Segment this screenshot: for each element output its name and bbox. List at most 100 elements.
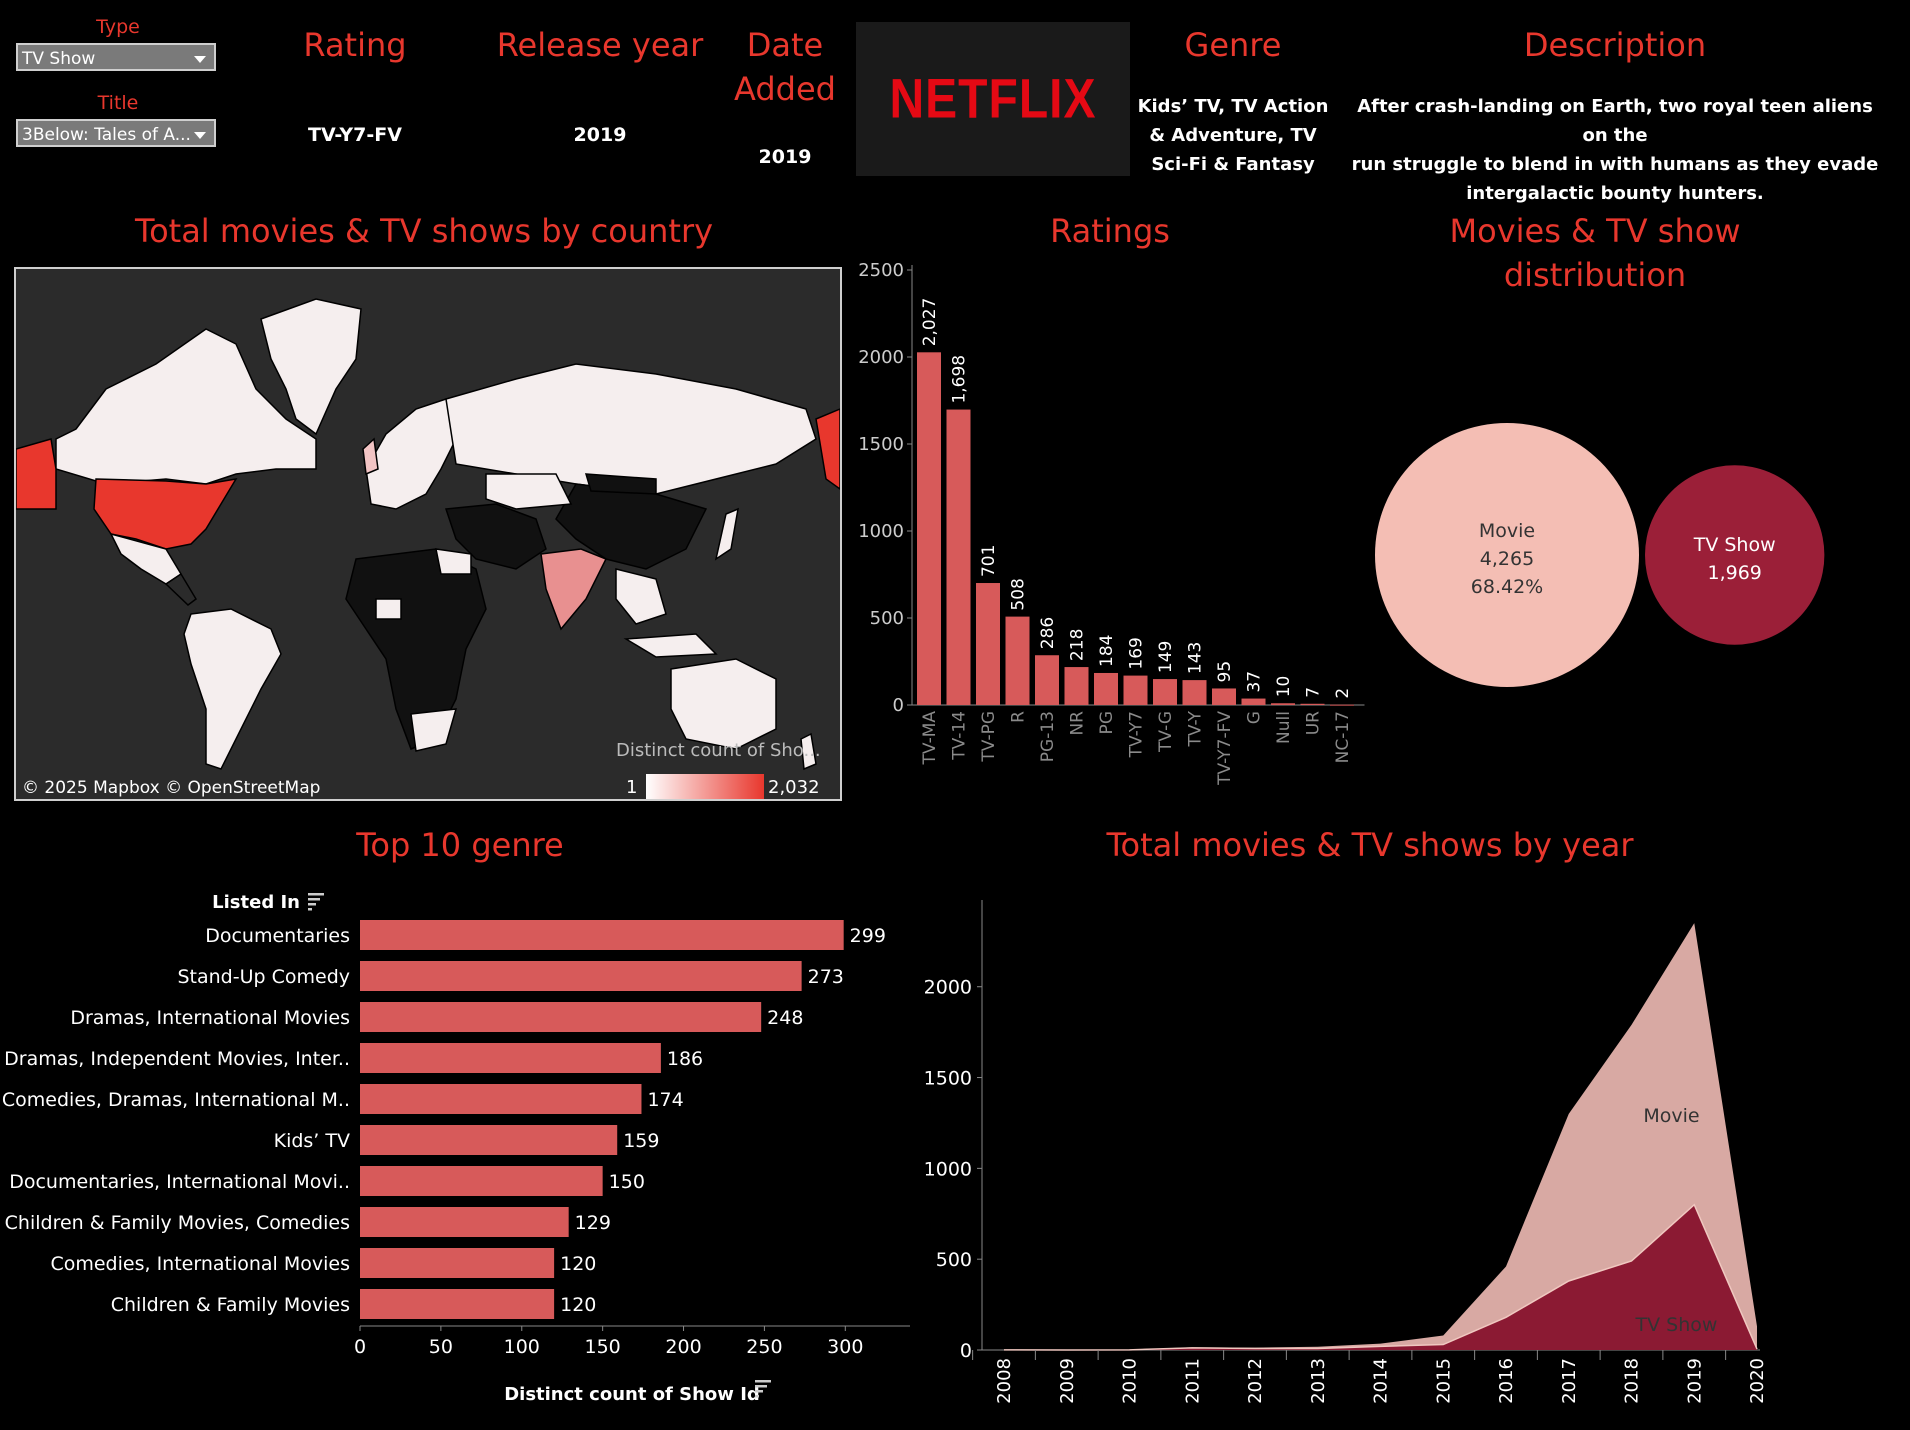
movie-series-label: Movie [1643, 1105, 1699, 1127]
map-country-japan [714, 507, 739, 561]
tvshow-bubble-value: 1,969 [1707, 562, 1761, 584]
genre-x-tick-label: 0 [354, 1336, 366, 1358]
genre-value: Kids’ TV, TV Action & Adventure, TV Sci-… [1133, 92, 1333, 179]
genre-bar-value-label: 174 [647, 1089, 683, 1111]
ratings-chart: 0 500 1000 1500 2000 2500 2,027 TV-MA 1,698 TV-14… [858, 260, 1365, 786]
ratings-category-label: TV-MA [920, 711, 940, 766]
ratings-category-label: UR [1304, 711, 1324, 735]
year-x-tick-label: 2019 [1684, 1358, 1705, 1404]
genre-bar-value-label: 299 [850, 925, 886, 947]
ratings-category-label: NR [1068, 711, 1088, 736]
genre-bar [360, 961, 802, 991]
year-y-tick-label: 500 [936, 1249, 972, 1271]
map-country-alaska [16, 438, 57, 510]
genre-bar-value-label: 120 [560, 1294, 596, 1316]
netflix-logo-panel: NETFLIX [856, 22, 1130, 176]
year-x-tick-label: 2014 [1371, 1358, 1392, 1404]
map-legend-max: 2,032 [768, 777, 820, 798]
description-header: Description [1523, 26, 1707, 64]
movie-bubble [1375, 423, 1639, 687]
genre-x-tick-label: 250 [746, 1336, 782, 1358]
genre-category-label: Children & Family Movies, Comedies [5, 1212, 350, 1234]
rating-value: TV-Y7-FV [308, 124, 402, 146]
ratings-bar-value-label: 143 [1186, 642, 1206, 674]
ratings-bar [1182, 680, 1207, 705]
genre-bar [360, 1002, 762, 1032]
year-x-tick-label: 2011 [1182, 1358, 1203, 1404]
title-dropdown-value: 3Below: Tales of A... [22, 125, 191, 145]
map-country-middle-east [444, 503, 547, 570]
genre-category-label: Children & Family Movies [111, 1294, 350, 1316]
distribution-title-line2: distribution [1503, 256, 1687, 294]
sort-icon-line [308, 898, 320, 901]
ratings-y-tick-label: 500 [870, 608, 904, 629]
year-x-tick-label: 2013 [1308, 1358, 1329, 1404]
sort-icon-line [755, 1380, 771, 1383]
year-y-tick-label: 1000 [924, 1158, 972, 1180]
date-added-header-1: Date [746, 26, 824, 64]
ratings-category-label: TV-Y7 [1127, 711, 1147, 758]
tvshow-bubble [1645, 465, 1825, 645]
sort-icon [755, 1380, 771, 1398]
year-x-tick-label: 2009 [1057, 1358, 1078, 1404]
ratings-category-label: TV-14 [950, 711, 970, 761]
map-country-kazakhstan [485, 473, 573, 510]
ratings-category-label: NC-17 [1333, 711, 1353, 763]
date-added-value: 2019 [758, 146, 812, 168]
title-filter-label: Title [97, 92, 139, 114]
ratings-bar-value-label: 7 [1304, 687, 1324, 698]
sort-icon-line [308, 908, 312, 911]
genre-category-label: Documentaries [205, 925, 350, 947]
genre-category-label: Dramas, International Movies [70, 1007, 350, 1029]
map-country-india [540, 548, 608, 631]
world-map[interactable]: © 2025 Mapbox © OpenStreetMap Distinct c… [14, 267, 842, 801]
ratings-category-label: TV-PG [979, 711, 999, 763]
sort-icon-line [755, 1390, 763, 1393]
sort-icon-line [308, 903, 316, 906]
movie-bubble-percent: 68.42% [1471, 576, 1543, 598]
year-x-tick-label: 2010 [1120, 1358, 1141, 1404]
ratings-category-label: R [1009, 711, 1029, 723]
chevron-down-icon [194, 132, 206, 139]
genre-category-label: Dramas, Independent Movies, Inter.. [4, 1048, 350, 1070]
genre-chart-title: Top 10 genre [356, 826, 564, 864]
tvshow-series-label: TV Show [1635, 1314, 1718, 1336]
ratings-category-label: Null [1274, 711, 1294, 744]
movie-bubble-value: 4,265 [1480, 548, 1534, 570]
ratings-bar-value-label: 701 [979, 545, 999, 577]
ratings-bar [1064, 667, 1089, 705]
ratings-bar-value-label: 218 [1068, 629, 1088, 661]
ratings-bar [976, 583, 1000, 705]
release-year-value: 2019 [573, 124, 627, 146]
genre-category-label: Stand-Up Comedy [177, 966, 350, 988]
map-country-canada [55, 328, 317, 485]
genre-line: & Adventure, TV [1149, 125, 1317, 146]
year-x-tick-label: 2016 [1496, 1358, 1517, 1404]
genre-bar [360, 1166, 603, 1196]
ratings-bar-value-label: 508 [1009, 578, 1029, 610]
tvshow-area-edge [1003, 1203, 1758, 1351]
chevron-down-icon [194, 56, 206, 63]
ratings-bar [1212, 688, 1236, 705]
year-x-tick-label: 2017 [1559, 1358, 1580, 1404]
genre-bar [360, 1289, 555, 1319]
ratings-category-label: TV-G [1156, 711, 1176, 753]
map-legend-gradient [646, 774, 764, 799]
ratings-bar-value-label: 1,698 [950, 355, 970, 404]
ratings-y-tick-label: 2000 [858, 347, 904, 368]
map-country-south-america [183, 608, 282, 770]
year-x-tick-label: 2012 [1245, 1358, 1266, 1404]
type-dropdown-value: TV Show [22, 49, 96, 69]
genre-x-tick-label: 300 [827, 1336, 863, 1358]
genre-category-label: Kids’ TV [274, 1130, 350, 1152]
description-line: run struggle to blend in with humans as … [1351, 154, 1879, 175]
type-dropdown[interactable]: TV Show [16, 43, 216, 71]
title-dropdown[interactable]: 3Below: Tales of A... [16, 119, 216, 147]
year-y-tick-label: 0 [960, 1340, 972, 1362]
map-country-south-africa [410, 708, 458, 752]
genre-bar [360, 1125, 618, 1155]
genre-x-axis-title: Distinct count of Show Id [504, 1384, 760, 1405]
map-country-mongolia [584, 473, 657, 495]
ratings-bar [1153, 679, 1177, 705]
map-country-nigeria [375, 598, 402, 620]
